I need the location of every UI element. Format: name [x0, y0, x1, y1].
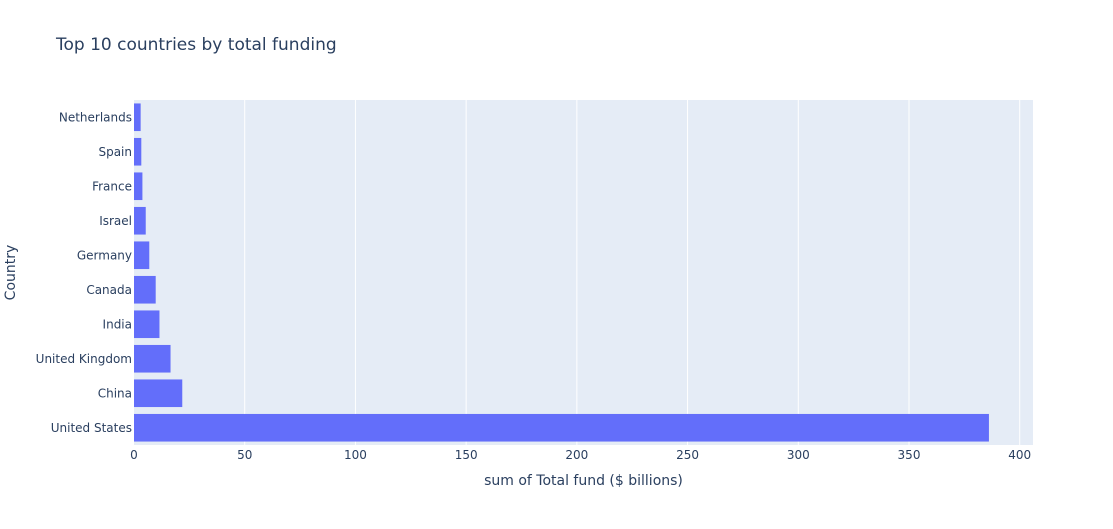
y-tick-label: Spain [98, 145, 132, 159]
y-tick-label: Netherlands [59, 110, 132, 124]
x-tick-label: 0 [130, 448, 138, 462]
y-axis-tick-labels: United States China United Kingdom India Can… [36, 110, 132, 435]
y-axis-title: Country [3, 245, 19, 301]
bar-united-kingdom[interactable] [134, 344, 171, 373]
y-tick-label: Germany [77, 248, 132, 262]
x-tick-label: 350 [898, 448, 921, 462]
bar-india[interactable] [134, 310, 160, 339]
bar-spain[interactable] [134, 137, 142, 166]
y-tick-label: Israel [99, 214, 132, 228]
plot-area [134, 100, 1033, 445]
y-tick-label: France [92, 179, 132, 193]
bar-united-states[interactable] [134, 413, 989, 442]
bars [134, 103, 989, 442]
x-tick-label: 250 [676, 448, 699, 462]
x-axis-title: sum of Total fund ($ billions) [484, 473, 683, 489]
bar-france[interactable] [134, 172, 143, 201]
x-tick-label: 200 [565, 448, 588, 462]
bar-china[interactable] [134, 379, 183, 408]
x-tick-label: 50 [237, 448, 252, 462]
bar-israel[interactable] [134, 206, 146, 235]
bar-netherlands[interactable] [134, 103, 141, 132]
y-tick-label: United States [51, 421, 132, 435]
x-tick-label: 300 [787, 448, 810, 462]
chart-title: Top 10 countries by total funding [55, 35, 337, 55]
x-tick-label: 150 [455, 448, 478, 462]
y-tick-label: India [103, 317, 132, 331]
x-tick-label: 400 [1008, 448, 1031, 462]
y-tick-label: Canada [86, 283, 132, 297]
grid-lines [244, 100, 1021, 445]
bar-germany[interactable] [134, 241, 150, 270]
y-tick-label: United Kingdom [36, 352, 132, 366]
x-tick-label: 100 [344, 448, 367, 462]
x-axis-tick-labels: 0 50 100 150 200 250 300 350 400 [130, 448, 1031, 462]
bar-canada[interactable] [134, 275, 156, 304]
y-tick-label: China [98, 386, 132, 400]
